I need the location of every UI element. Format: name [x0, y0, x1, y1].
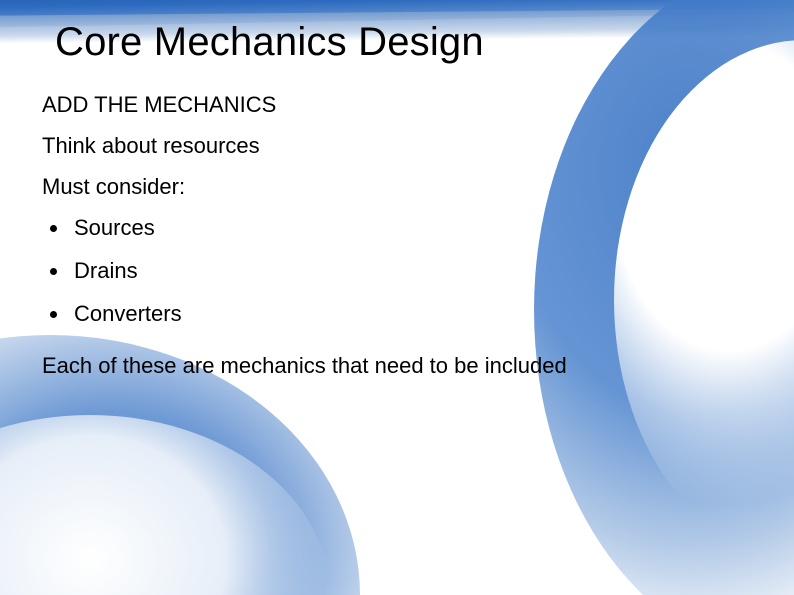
bullet-label: Sources [74, 215, 155, 240]
bullet-label: Drains [74, 258, 138, 283]
body-line-1: Think about resources [42, 134, 794, 157]
slide-content: Core Mechanics Design ADD THE MECHANICS … [0, 0, 794, 377]
subtitle-line: ADD THE MECHANICS [42, 93, 794, 116]
body-line-2: Must consider: [42, 175, 794, 198]
list-item: Sources [42, 216, 794, 239]
bullet-label: Converters [74, 301, 182, 326]
closing-line: Each of these are mechanics that need to… [42, 354, 794, 377]
slide-body: ADD THE MECHANICS Think about resources … [42, 93, 794, 377]
list-item: Converters [42, 302, 794, 325]
list-item: Drains [42, 259, 794, 282]
slide-title: Core Mechanics Design [55, 20, 794, 65]
bullet-list: Sources Drains Converters [42, 216, 794, 325]
